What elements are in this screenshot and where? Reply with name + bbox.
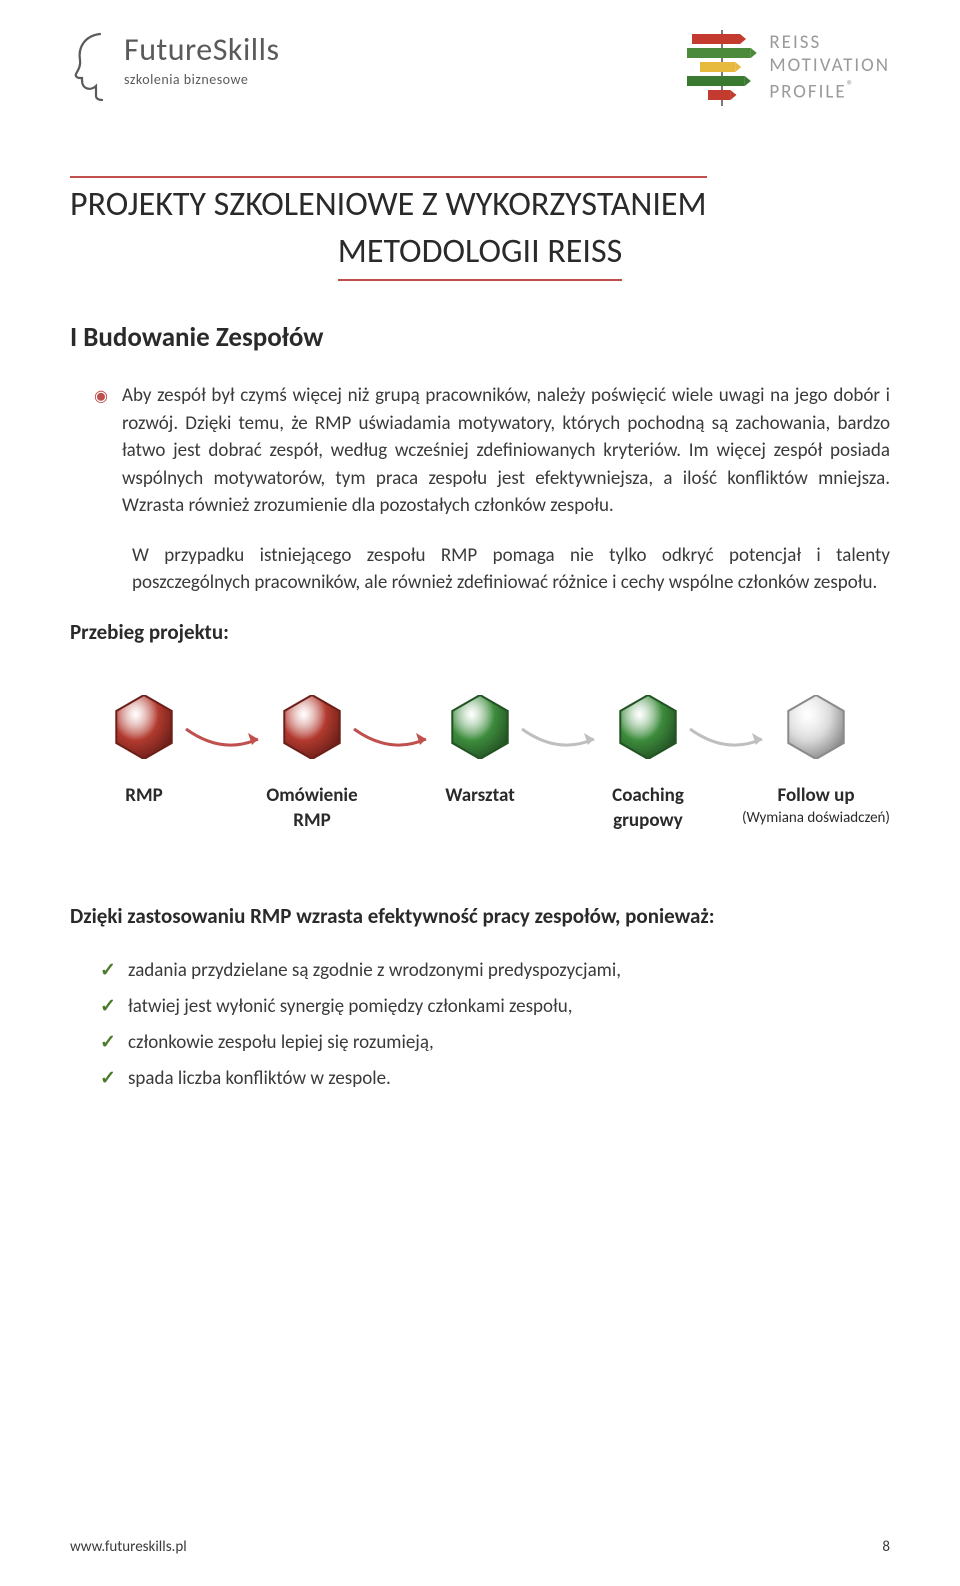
flow-heading: Przebieg projektu: bbox=[70, 619, 890, 645]
paragraph-1: ◉ Aby zespół był czymś więcej niż grupą … bbox=[70, 382, 890, 520]
flow-step: Coachinggrupowy bbox=[564, 695, 732, 833]
rmp-line1: REISS bbox=[769, 32, 890, 55]
futureskills-logo-sub: szkolenia biznesowe bbox=[124, 71, 280, 88]
rmp-bars-icon bbox=[687, 30, 757, 106]
benefit-item: łatwiej jest wyłonić synergię pomiędzy c… bbox=[100, 989, 890, 1025]
benefits-list: zadania przydzielane są zgodnie z wrodzo… bbox=[70, 953, 890, 1097]
flow-step: Warsztat bbox=[396, 695, 564, 809]
flow-step-sublabel: (Wymiana doświadczeń) bbox=[732, 809, 900, 829]
hexagon-icon bbox=[784, 695, 848, 764]
benefit-item: zadania przydzielane są zgodnie z wrodzo… bbox=[100, 953, 890, 989]
section-subtitle: I Budowanie Zespołów bbox=[70, 321, 890, 354]
hexagon-icon bbox=[280, 695, 344, 764]
footer-page-number: 8 bbox=[882, 1538, 890, 1556]
futureskills-logo-text: FutureSkills bbox=[124, 30, 280, 69]
futureskills-logo: FutureSkills szkolenia biznesowe bbox=[70, 30, 280, 102]
bullet-icon: ◉ bbox=[94, 385, 108, 520]
flow-step-label: Coachinggrupowy bbox=[564, 784, 732, 833]
flow-step: OmówienieRMP bbox=[228, 695, 396, 833]
rmp-line2: MOTIVATION bbox=[769, 55, 890, 78]
paragraph-1-text: Aby zespół był czymś więcej niż grupą pr… bbox=[122, 382, 890, 520]
flow-step-label: RMP bbox=[60, 784, 228, 809]
flow-step-label: Warsztat bbox=[396, 784, 564, 809]
hexagon-icon bbox=[448, 695, 512, 764]
header-logos: FutureSkills szkolenia biznesowe REISS M… bbox=[70, 30, 890, 106]
rmp-logo: REISS MOTIVATION PROFILE® bbox=[687, 30, 890, 106]
hexagon-icon bbox=[112, 695, 176, 764]
benefit-item: spada liczba konfliktów w zespole. bbox=[100, 1061, 890, 1097]
process-flow: RMP OmówienieRMP Warsztat bbox=[60, 695, 900, 833]
hexagon-icon bbox=[616, 695, 680, 764]
flow-step-label: OmówienieRMP bbox=[228, 784, 396, 833]
title-line2: METODOLOGII REISS bbox=[338, 231, 622, 282]
page-footer: www.futureskills.pl 8 bbox=[70, 1538, 890, 1556]
rmp-logo-text: REISS MOTIVATION PROFILE® bbox=[769, 32, 890, 104]
rmp-line3: PROFILE® bbox=[769, 78, 890, 104]
benefit-item: członkowie zespołu lepiej się rozumieją, bbox=[100, 1025, 890, 1061]
flow-step-label: Follow up(Wymiana doświadczeń) bbox=[732, 784, 900, 828]
footer-url: www.futureskills.pl bbox=[70, 1538, 187, 1556]
flow-step: RMP bbox=[60, 695, 228, 809]
benefits-heading: Dzięki zastosowaniu RMP wzrasta efektywn… bbox=[70, 903, 890, 929]
title-line1: PROJEKTY SZKOLENIOWE Z WYKORZYSTANIEM bbox=[70, 176, 707, 227]
flow-step: Follow up(Wymiana doświadczeń) bbox=[732, 695, 900, 828]
futureskills-face-icon bbox=[70, 30, 118, 102]
paragraph-2: W przypadku istniejącego zespołu RMP pom… bbox=[70, 542, 890, 597]
page-title: PROJEKTY SZKOLENIOWE Z WYKORZYSTANIEM ME… bbox=[70, 176, 890, 281]
